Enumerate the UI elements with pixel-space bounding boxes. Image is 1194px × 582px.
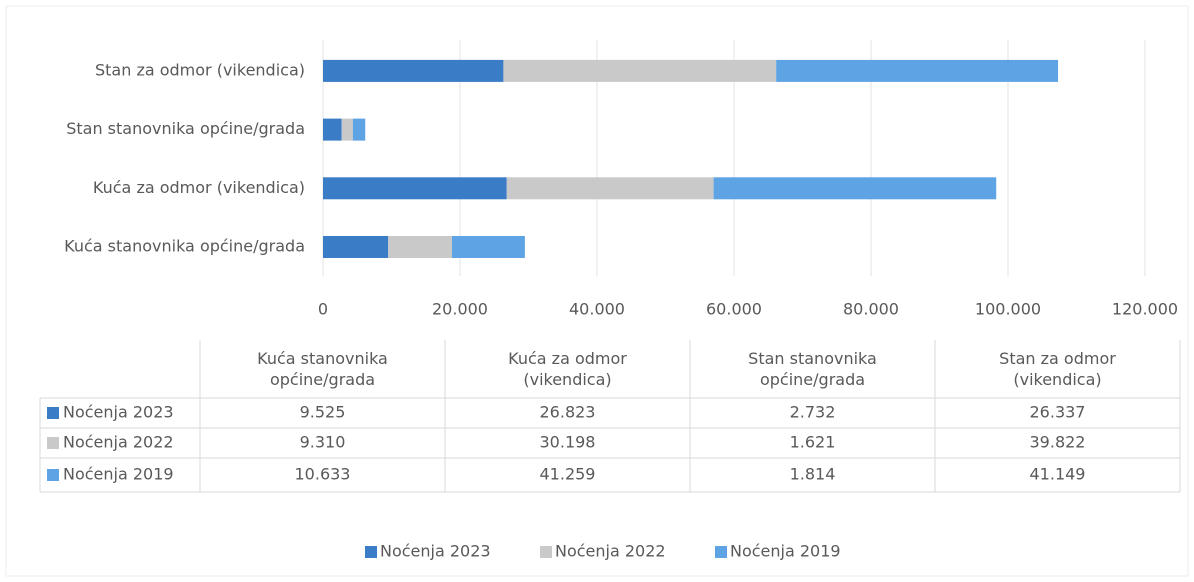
- y-tick-label: Stan za odmor (vikendica): [95, 60, 305, 79]
- table-row-label: Noćenja 2022: [63, 433, 174, 452]
- table-header-text: Kuća za odmor (vikendica): [508, 349, 627, 389]
- table-header-cell: Kuća stanovnika općine/grada: [200, 340, 445, 398]
- table-cell: 26.823: [540, 403, 596, 422]
- table-cell: 9.310: [300, 433, 346, 452]
- table-cell: 1.621: [790, 433, 836, 452]
- x-tick-label: 80.000: [843, 300, 899, 319]
- legend-key: [715, 546, 727, 558]
- bar-segment: [323, 177, 507, 200]
- table-legend-key: [47, 469, 59, 481]
- table-header: Kuća za odmor (vikendica): [445, 340, 690, 398]
- table-header-text: Stan za odmor (vikendica): [999, 349, 1116, 389]
- bar-segment: [323, 118, 342, 141]
- bar-segment: [352, 118, 366, 141]
- bar-segment: [323, 236, 389, 258]
- table-header-cell: Stan za odmor (vikendica): [935, 340, 1180, 398]
- table-cell: 39.822: [1030, 433, 1086, 452]
- table-legend-key: [47, 407, 59, 419]
- x-tick-label: 0: [318, 300, 328, 319]
- legend-key: [365, 546, 377, 558]
- x-tick-label: 100.000: [975, 300, 1041, 319]
- table-cell: 30.198: [540, 433, 596, 452]
- y-tick-label: Kuća stanovnika općine/grada: [64, 237, 305, 256]
- table-cell: 1.814: [790, 465, 836, 484]
- table-cell: 41.259: [540, 465, 596, 484]
- x-tick-label: 60.000: [706, 300, 762, 319]
- legend-key: [540, 546, 552, 558]
- bar-segment: [388, 236, 453, 258]
- table-header: Stan stanovnika općine/grada: [690, 340, 935, 398]
- table-header-cell: Kuća za odmor (vikendica): [445, 340, 690, 398]
- x-tick-label: 120.000: [1112, 300, 1178, 319]
- x-tick-label: 40.000: [569, 300, 625, 319]
- table-header-cell: Stan stanovnika općine/grada: [690, 340, 935, 398]
- bar-segment: [776, 59, 1059, 82]
- table-header: Stan za odmor (vikendica): [935, 340, 1180, 398]
- table-header: Kuća stanovnika općine/grada: [200, 340, 445, 398]
- table-cell: 2.732: [790, 403, 836, 422]
- table-cell: 41.149: [1030, 465, 1086, 484]
- bar-segment: [506, 177, 714, 200]
- table-legend-key: [47, 437, 59, 449]
- table-cell: 9.525: [300, 403, 346, 422]
- table-header-text: Kuća stanovnika općine/grada: [257, 349, 388, 389]
- x-tick-label: 20.000: [432, 300, 488, 319]
- bar-segment: [713, 177, 997, 200]
- bar-segment: [323, 59, 504, 82]
- legend-label: Noćenja 2019: [730, 542, 841, 561]
- table-cell: 26.337: [1030, 403, 1086, 422]
- table-row-label: Noćenja 2023: [63, 403, 174, 422]
- table-row-label: Noćenja 2019: [63, 465, 174, 484]
- bar-segment: [503, 59, 777, 82]
- bar-segment: [452, 236, 525, 258]
- chart-frame: [5, 5, 1189, 577]
- y-tick-label: Kuća za odmor (vikendica): [93, 178, 305, 197]
- table-header-text: Stan stanovnika općine/grada: [748, 349, 877, 389]
- legend-label: Noćenja 2022: [555, 542, 666, 561]
- table-cell: 10.633: [295, 465, 351, 484]
- legend-label: Noćenja 2023: [380, 542, 491, 561]
- y-tick-label: Stan stanovnika općine/grada: [66, 119, 305, 138]
- bar-segment: [341, 118, 353, 141]
